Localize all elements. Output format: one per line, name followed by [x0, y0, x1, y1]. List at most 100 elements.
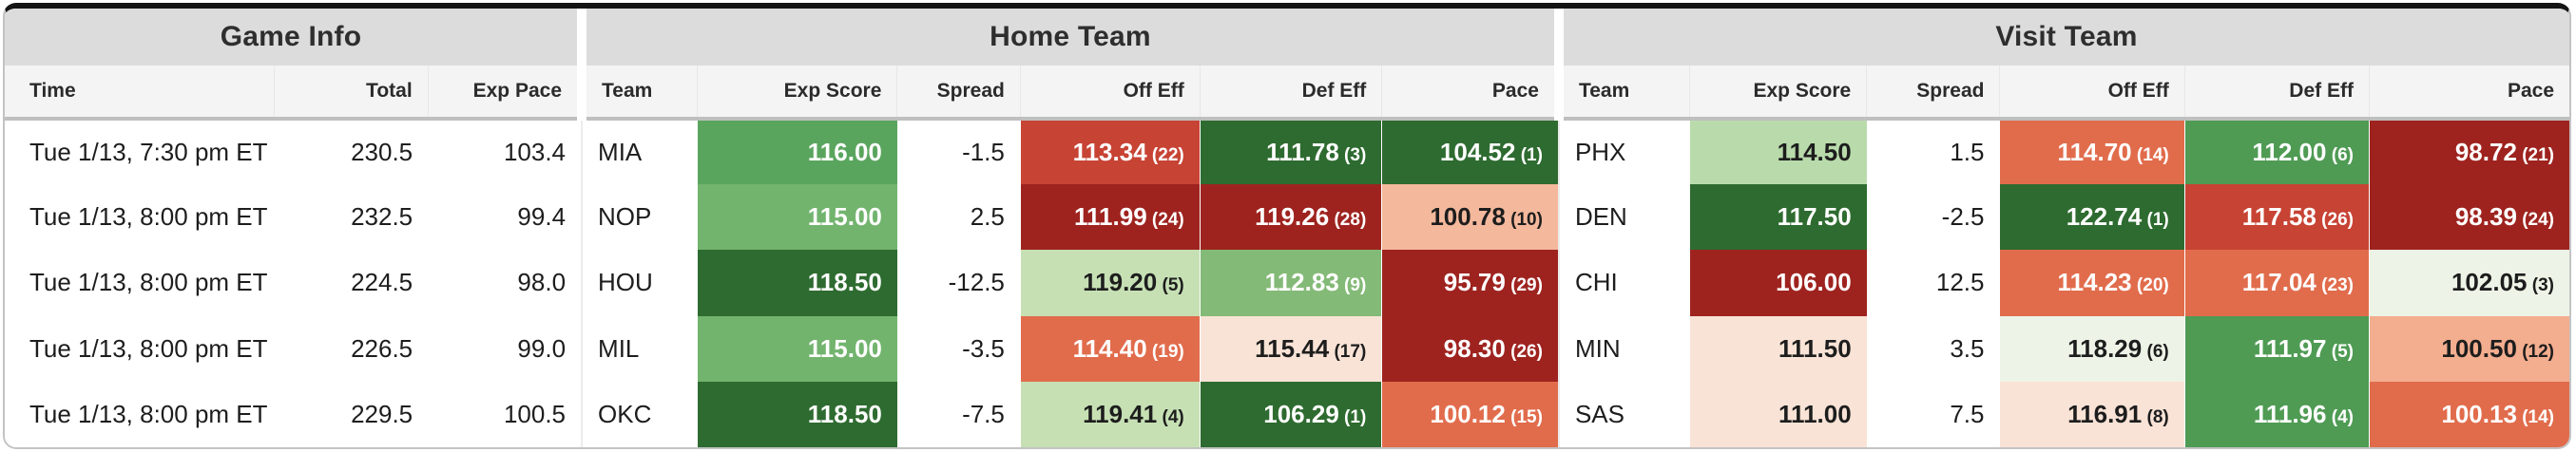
visit-off-eff-cell-rank: (1) — [2142, 210, 2169, 231]
visit-spread-cell: 1.5 — [1866, 119, 2000, 185]
home-spread-cell: -12.5 — [896, 250, 1021, 316]
visit-off-eff-cell-rank: (20) — [2131, 275, 2169, 296]
col-header-home-exp-score: Exp Score — [696, 66, 897, 121]
visit-off-eff-cell-value: 114.23 — [2057, 268, 2132, 297]
visit-def-eff-cell-rank: (5) — [2326, 341, 2354, 362]
visit-pace-cell-rank: (24) — [2516, 210, 2554, 231]
col-header-visit-off-eff: Off Eff — [1999, 66, 2185, 121]
visit-spread-cell: 3.5 — [1866, 315, 2000, 382]
home-def-eff-cell: 111.78 (3) — [1199, 119, 1382, 185]
home-def-eff-cell-rank: (1) — [1338, 406, 1367, 427]
visit-def-eff-cell: 111.96 (4) — [2183, 381, 2370, 447]
home-exp-score-cell: 115.00 — [696, 315, 897, 382]
game-row: Tue 1/13, 8:00 pm ET 232.5 99.4 NOP 115.00 2.… — [5, 184, 2569, 251]
visit-off-eff-cell: 114.23 (20) — [1999, 250, 2185, 316]
visit-spread-cell: 12.5 — [1866, 250, 2000, 316]
visit-off-eff-cell-value: 116.91 — [2067, 399, 2143, 428]
total-cell: 226.5 — [274, 315, 429, 382]
home-pace-cell-rank: (29) — [1505, 275, 1543, 296]
home-def-eff-cell-value: 112.83 — [1264, 268, 1339, 297]
visit-def-eff-cell: 117.58 (26) — [2183, 184, 2370, 251]
time-cell: Tue 1/13, 8:00 pm ET — [5, 315, 275, 382]
visit-def-eff-cell-value: 111.97 — [2253, 333, 2327, 363]
home-def-eff-cell-rank: (9) — [1338, 275, 1367, 296]
visit-exp-score-cell-value: 106.00 — [1776, 268, 1852, 297]
home-pace-cell-rank: (26) — [1505, 341, 1543, 362]
col-header-visit-spread: Spread — [1866, 66, 2000, 121]
visit-spread-cell: -2.5 — [1866, 184, 2000, 251]
home-pace-cell-rank: (1) — [1515, 145, 1543, 166]
home-spread-cell: -3.5 — [896, 315, 1021, 382]
col-header-home-off-eff: Off Eff — [1019, 66, 1201, 121]
time-cell: Tue 1/13, 8:00 pm ET — [5, 381, 275, 447]
visit-def-eff-cell: 111.97 (5) — [2183, 315, 2370, 382]
time-cell: Tue 1/13, 8:00 pm ET — [5, 184, 275, 251]
total-cell: 229.5 — [274, 381, 429, 447]
home-exp-score-cell-value: 115.00 — [807, 202, 882, 232]
game-row: Tue 1/13, 8:00 pm ET 224.5 98.0 HOU 118.50 -1… — [5, 250, 2569, 316]
home-def-eff-cell: 115.44 (17) — [1199, 315, 1382, 382]
visit-team-cell: DEN — [1557, 184, 1690, 251]
total-cell: 224.5 — [274, 250, 429, 316]
visit-team-cell: PHX — [1557, 119, 1690, 185]
home-exp-score-cell: 116.00 — [696, 119, 897, 185]
col-header-home-team: Team — [577, 66, 698, 121]
visit-pace-cell-value: 98.72 — [2454, 138, 2517, 167]
home-pace-cell: 100.12 (15) — [1381, 381, 1559, 447]
visit-team-cell: CHI — [1557, 250, 1690, 316]
visit-exp-score-cell: 111.00 — [1689, 381, 1867, 447]
home-off-eff-cell: 111.99 (24) — [1019, 184, 1201, 251]
home-off-eff-cell: 113.34 (22) — [1019, 119, 1201, 185]
home-team-cell: MIL — [581, 315, 698, 382]
col-header-total: Total — [273, 66, 429, 121]
home-def-eff-cell-value: 106.29 — [1263, 399, 1339, 428]
visit-team-cell: SAS — [1557, 381, 1690, 447]
home-off-eff-cell: 119.41 (4) — [1019, 381, 1201, 447]
col-header-exp-pace: Exp Pace — [427, 66, 583, 121]
home-off-eff-cell-value: 119.41 — [1083, 399, 1158, 428]
home-def-eff-cell: 119.26 (28) — [1199, 184, 1382, 251]
exp-pace-cell: 99.4 — [428, 184, 583, 251]
home-spread-cell: -7.5 — [896, 381, 1021, 447]
col-header-visit-exp-score: Exp Score — [1689, 66, 1867, 121]
home-pace-cell-value: 98.30 — [1443, 333, 1506, 363]
time-cell: Tue 1/13, 7:30 pm ET — [5, 119, 275, 185]
game-row: Tue 1/13, 8:00 pm ET 226.5 99.0 MIL 115.00 -3… — [5, 315, 2569, 382]
visit-off-eff-cell: 118.29 (6) — [1999, 315, 2185, 382]
games-odds-table: Game Info Home Team Visit Team Time Tota… — [5, 9, 2569, 447]
col-header-visit-pace: Pace — [2368, 66, 2569, 121]
home-pace-cell-value: 104.52 — [1439, 138, 1516, 167]
visit-def-eff-cell-rank: (4) — [2326, 406, 2354, 427]
col-header-home-pace: Pace — [1381, 66, 1559, 121]
home-exp-score-cell: 118.50 — [696, 250, 897, 316]
visit-pace-cell-value: 100.13 — [2441, 399, 2517, 428]
home-def-eff-cell: 106.29 (1) — [1199, 381, 1382, 447]
home-off-eff-cell-rank: (22) — [1146, 145, 1184, 166]
home-off-eff-cell-value: 114.40 — [1072, 333, 1147, 363]
visit-pace-cell: 98.39 (24) — [2368, 184, 2569, 251]
visit-pace-cell-value: 100.50 — [2441, 333, 2517, 363]
home-off-eff-cell-rank: (4) — [1157, 406, 1184, 427]
visit-def-eff-cell: 117.04 (23) — [2183, 250, 2370, 316]
home-def-eff-cell-rank: (28) — [1329, 210, 1367, 231]
home-exp-score-cell-value: 118.50 — [807, 268, 882, 297]
col-header-home-def-eff: Def Eff — [1199, 66, 1382, 121]
home-spread-cell: -1.5 — [896, 119, 1021, 185]
visit-pace-cell-rank: (14) — [2516, 406, 2554, 427]
home-exp-score-cell-value: 115.00 — [807, 333, 882, 363]
home-pace-cell-value: 100.12 — [1430, 399, 1506, 428]
column-header-row: Time Total Exp Pace Team Exp Score Sprea… — [5, 66, 2569, 121]
home-off-eff-cell-rank: (19) — [1146, 341, 1184, 362]
visit-exp-score-cell-value: 111.50 — [1778, 333, 1852, 363]
home-def-eff-cell-value: 115.44 — [1255, 333, 1330, 363]
visit-def-eff-cell-rank: (23) — [2316, 275, 2354, 296]
home-off-eff-cell-value: 113.34 — [1072, 138, 1147, 167]
visit-off-eff-cell-rank: (6) — [2142, 341, 2169, 362]
home-team-cell: OKC — [581, 381, 698, 447]
visit-pace-cell: 98.72 (21) — [2368, 119, 2569, 185]
home-pace-cell-value: 100.78 — [1430, 202, 1506, 232]
visit-pace-cell-value: 98.39 — [2454, 202, 2517, 232]
visit-exp-score-cell: 114.50 — [1689, 119, 1867, 185]
home-off-eff-cell-value: 111.99 — [1074, 202, 1147, 232]
group-header-game-info: Game Info — [5, 9, 583, 66]
